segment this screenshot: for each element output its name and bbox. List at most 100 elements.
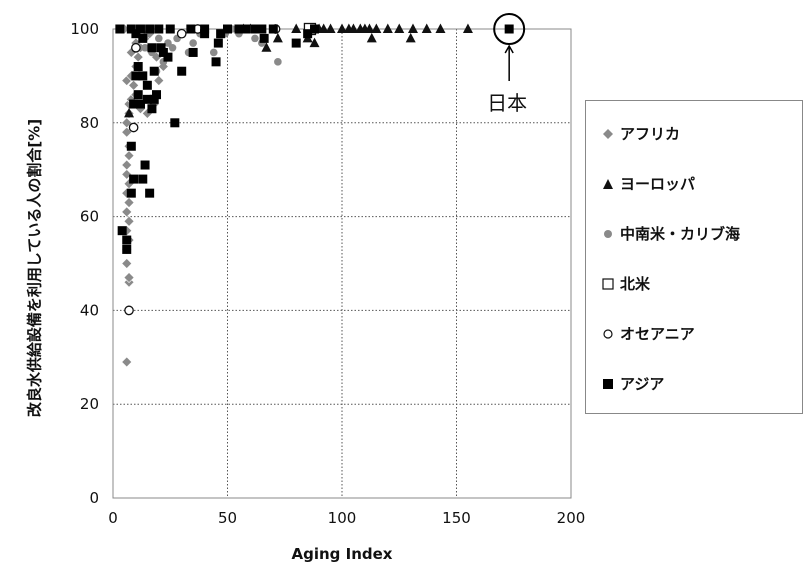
legend-label-asia: アジア xyxy=(620,375,665,393)
point-asia xyxy=(200,29,210,39)
legend-label-north-america: 北米 xyxy=(620,275,651,293)
legend-open-square-icon xyxy=(600,276,616,292)
point-asia xyxy=(170,118,180,128)
point-asia xyxy=(126,141,136,151)
point-asia xyxy=(138,33,148,43)
point-europe xyxy=(261,42,272,52)
legend-open-circle-icon xyxy=(600,326,616,342)
legend-label-latin-america: 中南米・カリブ海 xyxy=(620,225,741,243)
point-asia xyxy=(131,71,141,81)
point-asia xyxy=(147,43,157,53)
point-europe xyxy=(325,23,336,33)
point-africa xyxy=(153,75,165,87)
x-tick-labels: 0 50 100 150 200 xyxy=(108,509,585,527)
y-axis-label: 改良水供給設備を利用している人の割合[%] xyxy=(25,118,44,418)
point-europe xyxy=(272,32,283,43)
legend-diamond-icon xyxy=(600,126,616,142)
point-latin-america xyxy=(274,58,282,66)
legend-circle-icon xyxy=(600,226,616,242)
point-africa xyxy=(123,197,135,208)
point-asia xyxy=(126,24,136,34)
point-asia xyxy=(241,24,251,34)
x-tick-label: 100 xyxy=(328,509,357,527)
x-tick-label: 200 xyxy=(557,509,586,527)
point-europe xyxy=(124,107,135,118)
point-africa xyxy=(123,150,135,162)
point-asia xyxy=(140,160,150,170)
point-africa xyxy=(121,159,133,171)
point-asia xyxy=(158,47,168,57)
point-asia xyxy=(211,57,221,67)
point-europe xyxy=(348,23,359,33)
point-oceania xyxy=(176,28,187,39)
point-asia xyxy=(133,90,143,100)
legend-label-africa: アフリカ xyxy=(620,125,681,143)
point-asia xyxy=(145,24,155,34)
point-latin-america xyxy=(155,34,163,43)
point-asia xyxy=(142,80,152,90)
point-asia xyxy=(163,52,173,62)
point-asia xyxy=(303,29,313,39)
point-latin-america xyxy=(189,39,197,47)
point-asia xyxy=(186,24,196,34)
x-axis-label: Aging Index xyxy=(291,545,393,563)
point-africa xyxy=(123,215,135,227)
point-europe xyxy=(371,23,382,33)
point-asia xyxy=(250,24,260,34)
point-asia xyxy=(268,24,278,34)
japan-highlight-circle xyxy=(493,13,526,45)
point-asia xyxy=(147,104,157,114)
point-asia xyxy=(138,71,148,81)
legend-square-icon xyxy=(600,376,616,392)
point-asia xyxy=(142,94,152,104)
japan-label: 日本 xyxy=(487,91,527,115)
point-asia xyxy=(156,43,166,53)
point-asia xyxy=(145,188,155,198)
point-europe xyxy=(394,23,405,33)
legend-item-oceania: オセアニア xyxy=(600,323,695,344)
y-tick-labels: 0 20 40 60 80 100 xyxy=(70,20,99,507)
point-asia xyxy=(131,29,141,39)
point-asia xyxy=(177,66,187,76)
x-tick-label: 0 xyxy=(108,509,118,527)
legend: アフリカ ヨーロッパ 中南米・カリブ海 北米 オセアニア アジア xyxy=(585,100,803,414)
legend-label-oceania: オセアニア xyxy=(620,325,695,343)
point-asia xyxy=(291,38,301,48)
point-africa xyxy=(121,206,133,218)
point-asia xyxy=(133,62,143,72)
point-asia xyxy=(129,174,139,184)
point-africa xyxy=(121,356,133,368)
point-africa xyxy=(121,168,133,180)
y-tick-label: 40 xyxy=(80,301,99,319)
point-africa xyxy=(123,272,135,283)
point-europe xyxy=(407,23,418,33)
data-points xyxy=(115,22,514,368)
y-tick-label: 0 xyxy=(89,489,99,507)
point-asia xyxy=(135,24,145,34)
point-africa xyxy=(128,79,140,91)
point-oceania xyxy=(131,42,141,53)
point-latin-america xyxy=(251,34,259,43)
point-africa xyxy=(157,61,169,72)
x-tick-label: 50 xyxy=(218,509,237,527)
point-asia xyxy=(138,174,148,184)
y-tick-label: 20 xyxy=(80,395,99,413)
legend-item-africa: アフリカ xyxy=(600,123,680,144)
point-asia xyxy=(115,24,125,34)
point-asia xyxy=(126,188,136,198)
point-oceania xyxy=(124,305,134,316)
x-tick-label: 150 xyxy=(442,509,471,527)
point-asia xyxy=(257,24,267,34)
y-tick-label: 100 xyxy=(70,20,99,38)
legend-item-latin-america: 中南米・カリブ海 xyxy=(600,223,740,244)
point-europe xyxy=(337,23,347,33)
legend-item-asia: アジア xyxy=(600,373,664,394)
point-asia xyxy=(122,235,132,245)
point-asia xyxy=(504,24,514,34)
point-europe xyxy=(382,23,393,33)
point-oceania xyxy=(128,122,139,133)
point-latin-america xyxy=(164,39,172,47)
point-asia xyxy=(200,24,210,34)
point-europe xyxy=(364,23,375,33)
